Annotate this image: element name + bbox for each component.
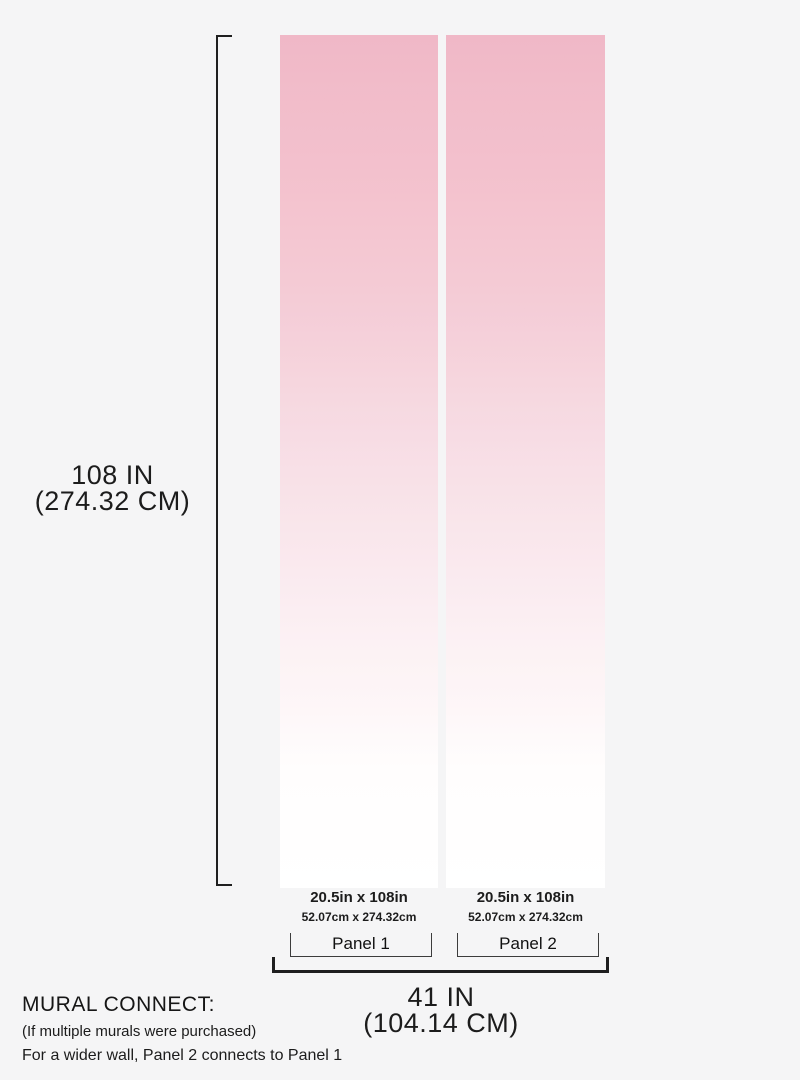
width-bracket-line [272, 970, 609, 973]
width-bracket-right-tick [606, 957, 609, 973]
panel-1-size-inches: 20.5in x 108in [310, 889, 408, 906]
mural-connect-title: MURAL CONNECT: [22, 993, 215, 1016]
panel-2-size-centimeters: 52.07cm x 274.32cm [468, 910, 583, 924]
panel-2-label: Panel 2 [499, 933, 557, 953]
height-centimeters: (274.32 CM) [34, 486, 191, 516]
paper-texture [280, 35, 438, 888]
panel-2-size-inches: 20.5in x 108in [476, 889, 575, 906]
mural-connect-subnote: (If multiple murals were purchased) [22, 1023, 257, 1040]
panel-1-label: Panel 1 [332, 933, 390, 953]
height-inches: 108 IN [71, 460, 154, 490]
panel-1-label-box: Panel 1 [290, 933, 432, 957]
height-dimension-label: 108 IN (274.32 CM) [0, 460, 225, 516]
height-bracket-bottom-tick [216, 884, 232, 886]
mural-connect-instruction: For a wider wall, Panel 2 connects to Pa… [22, 1047, 343, 1064]
mural-panel-2-swatch [446, 35, 605, 888]
panel-2-caption: 20.5in x 108in 52.07cm x 274.32cm [446, 888, 605, 925]
width-centimeters: (104.14 CM) [363, 1008, 519, 1038]
width-inches: 41 IN [407, 982, 475, 1012]
panel-2-label-box: Panel 2 [457, 933, 599, 957]
height-bracket-line [216, 35, 218, 886]
panel-1-caption: 20.5in x 108in 52.07cm x 274.32cm [280, 888, 438, 925]
height-bracket-top-tick [216, 35, 232, 37]
panel-1-size-centimeters: 52.07cm x 274.32cm [301, 910, 417, 924]
width-dimension-label: 41 IN (104.14 CM) [291, 982, 591, 1038]
mural-panel-1-swatch [280, 35, 438, 888]
paper-texture [446, 35, 605, 888]
width-bracket-left-tick [272, 957, 275, 973]
mural-connect-note: MURAL CONNECT: (If multiple murals were … [22, 993, 342, 1065]
